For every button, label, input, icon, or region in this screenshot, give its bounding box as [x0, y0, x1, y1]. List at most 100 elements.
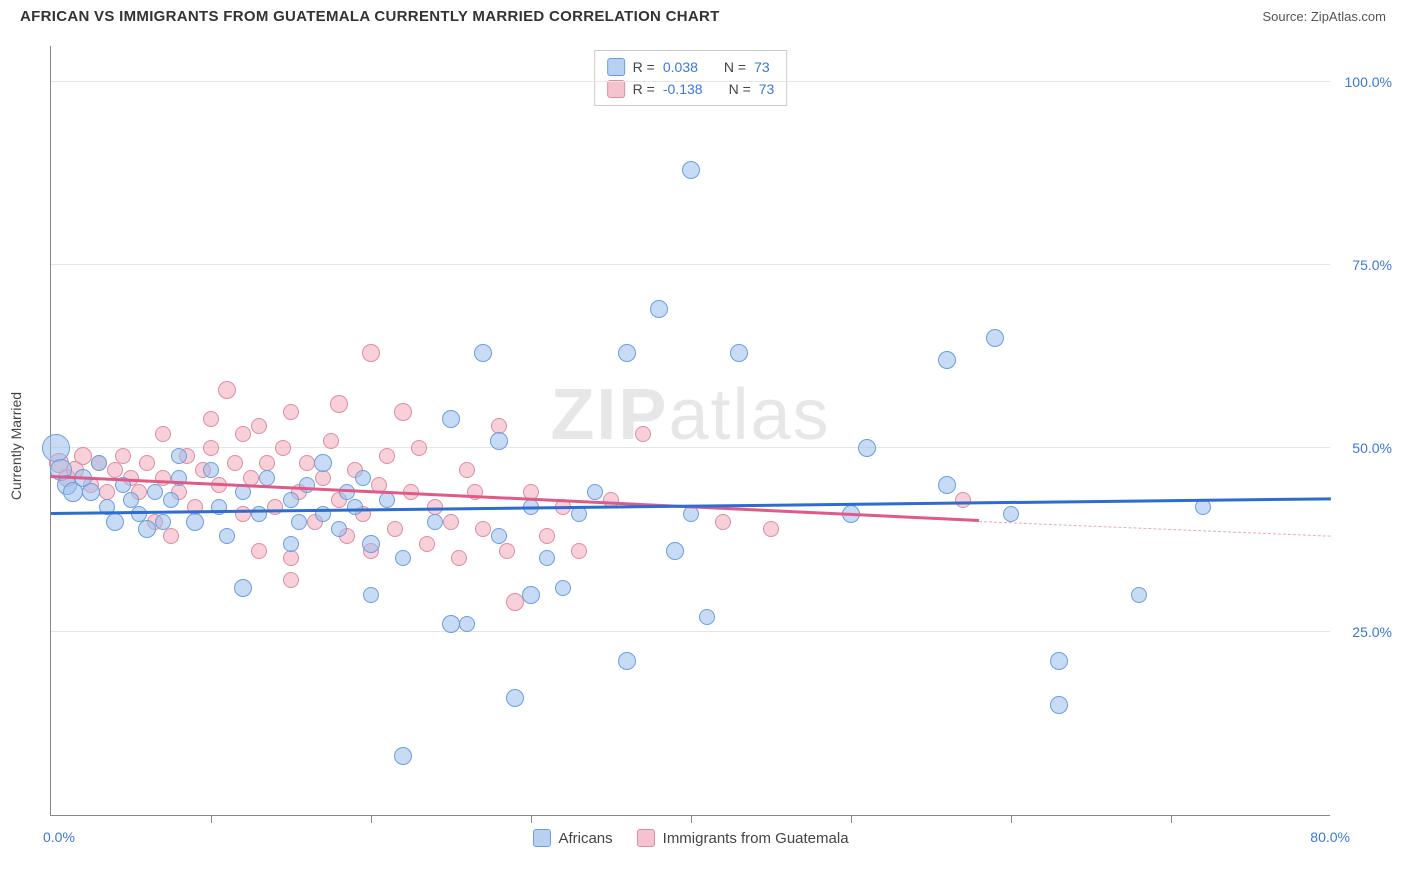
- data-point: [347, 499, 363, 515]
- data-point: [107, 462, 123, 478]
- data-point: [395, 550, 411, 566]
- legend-row-a: R = 0.038 N = 73: [607, 56, 775, 78]
- source-attribution: Source: ZipAtlas.com: [1262, 9, 1386, 24]
- data-point: [571, 506, 587, 522]
- data-point: [299, 455, 315, 471]
- legend-item-a: Africans: [532, 829, 612, 847]
- data-point: [155, 426, 171, 442]
- x-tick: [211, 815, 212, 823]
- data-point: [666, 542, 684, 560]
- data-point: [763, 521, 779, 537]
- data-point: [555, 580, 571, 596]
- data-point: [1003, 506, 1019, 522]
- data-point: [475, 521, 491, 537]
- swatch-a-icon: [607, 58, 625, 76]
- data-point: [587, 484, 603, 500]
- y-tick-label: 75.0%: [1352, 257, 1392, 273]
- n-label-b: N =: [729, 81, 751, 97]
- data-point: [147, 484, 163, 500]
- data-point: [138, 520, 156, 538]
- chart-title: AFRICAN VS IMMIGRANTS FROM GUATEMALA CUR…: [20, 8, 720, 25]
- legend-swatch-a-icon: [532, 829, 550, 847]
- data-point: [74, 447, 92, 465]
- data-point: [163, 492, 179, 508]
- data-point: [91, 455, 107, 471]
- y-tick-label: 50.0%: [1352, 440, 1392, 456]
- data-point: [323, 433, 339, 449]
- legend-item-b: Immigrants from Guatemala: [637, 829, 849, 847]
- data-point: [474, 344, 492, 362]
- data-point: [442, 615, 460, 633]
- data-point: [363, 587, 379, 603]
- data-point: [1195, 499, 1211, 515]
- data-point: [459, 462, 475, 478]
- series-legend: Africans Immigrants from Guatemala: [532, 829, 848, 847]
- data-point: [82, 483, 100, 501]
- data-point: [203, 462, 219, 478]
- gridline: [51, 264, 1330, 265]
- data-point: [451, 550, 467, 566]
- data-point: [275, 440, 291, 456]
- source-label: Source:: [1262, 9, 1310, 24]
- data-point: [858, 439, 876, 457]
- data-point: [1131, 587, 1147, 603]
- data-point: [442, 410, 460, 428]
- n-label-a: N =: [724, 59, 746, 75]
- scatter-chart: ZIPatlas R = 0.038 N = 73 R = -0.138 N =…: [50, 46, 1330, 816]
- data-point: [499, 543, 515, 559]
- data-point: [155, 514, 171, 530]
- data-point: [394, 403, 412, 421]
- data-point: [715, 514, 731, 530]
- data-point: [235, 426, 251, 442]
- data-point: [539, 550, 555, 566]
- data-point: [267, 499, 283, 515]
- data-point: [330, 395, 348, 413]
- data-point: [618, 344, 636, 362]
- title-bar: AFRICAN VS IMMIGRANTS FROM GUATEMALA CUR…: [0, 0, 1406, 29]
- x-tick: [851, 815, 852, 823]
- n-value-b: 73: [759, 81, 775, 97]
- data-point: [251, 418, 267, 434]
- watermark-light: atlas: [668, 375, 830, 455]
- gridline: [51, 81, 1330, 82]
- data-point: [490, 432, 508, 450]
- y-tick-label: 25.0%: [1352, 624, 1392, 640]
- data-point: [419, 536, 435, 552]
- data-point: [467, 484, 483, 500]
- data-point: [42, 434, 70, 462]
- data-point: [203, 411, 219, 427]
- data-point: [355, 470, 371, 486]
- r-label-b: R =: [633, 81, 655, 97]
- data-point: [171, 448, 187, 464]
- x-tick: [371, 815, 372, 823]
- swatch-b-icon: [607, 80, 625, 98]
- data-point: [283, 404, 299, 420]
- data-point: [123, 492, 139, 508]
- data-point: [315, 470, 331, 486]
- data-point: [163, 528, 179, 544]
- data-point: [339, 484, 355, 500]
- source-name: ZipAtlas.com: [1311, 9, 1386, 24]
- x-tick: [1011, 815, 1012, 823]
- data-point: [411, 440, 427, 456]
- data-point: [219, 528, 235, 544]
- data-point: [506, 689, 524, 707]
- data-point: [314, 454, 332, 472]
- y-axis-title: Currently Married: [8, 392, 24, 500]
- data-point: [938, 476, 956, 494]
- data-point: [362, 535, 380, 553]
- data-point: [331, 521, 347, 537]
- data-point: [106, 513, 124, 531]
- data-point: [571, 543, 587, 559]
- data-point: [259, 470, 275, 486]
- data-point: [986, 329, 1004, 347]
- x-tick: [691, 815, 692, 823]
- data-point: [283, 536, 299, 552]
- data-point: [683, 506, 699, 522]
- data-point: [1050, 696, 1068, 714]
- data-point: [618, 652, 636, 670]
- data-point: [299, 477, 315, 493]
- data-point: [251, 543, 267, 559]
- r-label-a: R =: [633, 59, 655, 75]
- gridline: [51, 631, 1330, 632]
